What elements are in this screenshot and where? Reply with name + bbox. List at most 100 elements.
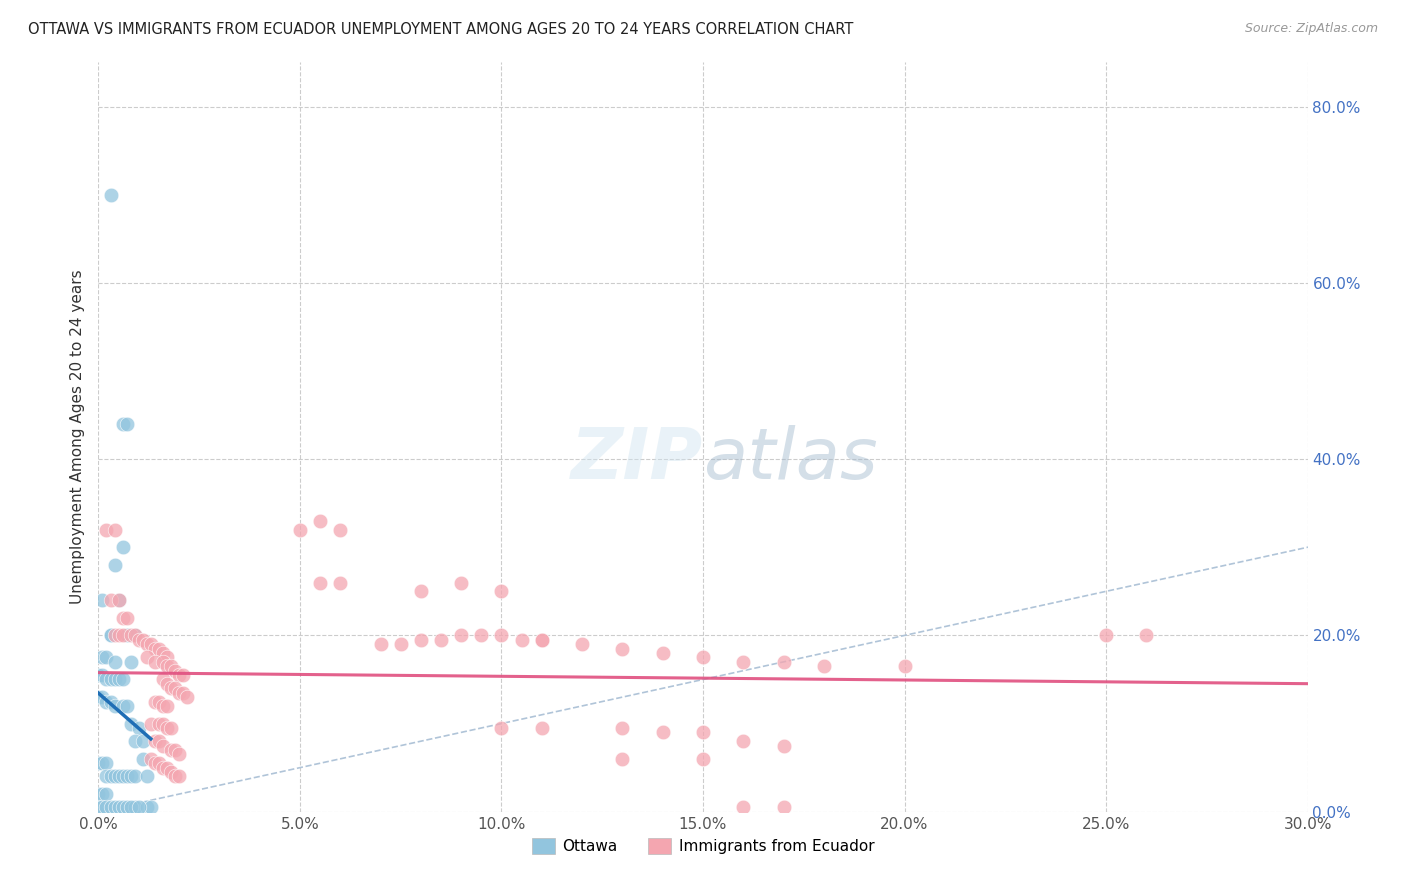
Point (107, 628, 129, 642)
Point (139, 716, 162, 731)
Point (115, 698, 138, 713)
Point (115, 611, 138, 625)
Point (103, 523, 125, 537)
Point (103, 769, 125, 783)
Point (152, 698, 174, 713)
Point (309, 575, 332, 590)
Text: OTTAWA VS IMMIGRANTS FROM ECUADOR UNEMPLOYMENT AMONG AGES 20 TO 24 YEARS CORRELA: OTTAWA VS IMMIGRANTS FROM ECUADOR UNEMPL… (28, 22, 853, 37)
Point (152, 739, 174, 753)
Point (733, 655, 755, 669)
Point (87, 690, 110, 705)
Point (370, 637, 392, 651)
Point (103, 698, 125, 713)
Point (288, 523, 311, 537)
Point (111, 698, 134, 713)
Point (772, 739, 794, 753)
Point (156, 698, 179, 713)
Point (1135, 628, 1157, 642)
Point (100, 694, 122, 708)
Point (152, 655, 174, 669)
Point (167, 686, 190, 700)
Point (692, 725, 714, 739)
Point (612, 641, 634, 656)
Point (124, 734, 146, 748)
Point (91, 800, 114, 814)
Point (132, 734, 155, 748)
Point (491, 721, 513, 735)
Point (160, 721, 183, 735)
Point (91, 690, 114, 705)
Point (96, 756, 118, 771)
Point (148, 641, 170, 656)
Point (470, 628, 492, 642)
Point (128, 721, 150, 735)
Point (530, 721, 553, 735)
Point (96, 800, 118, 814)
Point (107, 673, 129, 687)
Point (120, 655, 142, 669)
Point (167, 769, 190, 783)
Point (124, 628, 146, 642)
Point (103, 628, 125, 642)
Point (772, 800, 794, 814)
Point (96, 787, 118, 801)
Point (100, 593, 122, 607)
Point (530, 632, 553, 647)
Point (96, 673, 118, 687)
Point (91, 650, 114, 665)
Point (152, 761, 174, 775)
Point (139, 752, 162, 766)
Point (491, 628, 513, 642)
Point (651, 725, 673, 739)
Point (156, 677, 179, 691)
Point (103, 558, 125, 572)
Point (160, 765, 183, 780)
Point (148, 694, 170, 708)
Point (87, 668, 110, 682)
Point (733, 734, 755, 748)
Point (124, 769, 146, 783)
Point (172, 668, 194, 682)
Point (143, 641, 166, 656)
Point (156, 659, 179, 673)
Point (143, 655, 166, 669)
Point (135, 637, 157, 651)
Point (96, 650, 118, 665)
Point (160, 743, 183, 757)
Point (772, 655, 794, 669)
Point (100, 187, 122, 202)
Point (115, 800, 138, 814)
Point (100, 628, 122, 642)
Point (132, 632, 155, 647)
Point (143, 756, 166, 771)
Text: atlas: atlas (703, 425, 877, 494)
Point (148, 734, 170, 748)
Point (91, 787, 114, 801)
Y-axis label: Unemployment Among Ages 20 to 24 years: Unemployment Among Ages 20 to 24 years (69, 269, 84, 605)
Point (87, 756, 110, 771)
Point (124, 800, 146, 814)
Point (160, 659, 183, 673)
Point (156, 761, 179, 775)
Point (96, 769, 118, 783)
Point (96, 694, 118, 708)
Point (96, 523, 118, 537)
Point (172, 686, 194, 700)
Point (100, 673, 122, 687)
Point (100, 800, 122, 814)
Point (111, 628, 134, 642)
Point (329, 523, 352, 537)
Point (91, 668, 114, 682)
Point (148, 716, 170, 731)
Point (107, 769, 129, 783)
Point (111, 673, 134, 687)
Point (111, 541, 134, 555)
Point (132, 752, 155, 766)
Point (163, 681, 186, 696)
Point (111, 417, 134, 431)
Point (176, 690, 198, 705)
Point (135, 769, 157, 783)
Point (87, 787, 110, 801)
Point (91, 756, 114, 771)
Point (329, 575, 352, 590)
